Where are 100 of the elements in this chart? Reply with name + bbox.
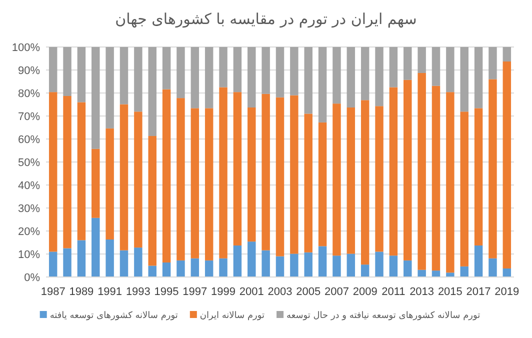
bar xyxy=(120,47,128,104)
y-tick-label: 80% xyxy=(18,88,40,100)
bar xyxy=(219,47,228,88)
bar xyxy=(190,108,200,258)
bar xyxy=(432,270,440,277)
bar xyxy=(304,114,312,252)
bar xyxy=(276,256,284,277)
x-tick-label: 2007 xyxy=(324,286,349,298)
x-tick-label: 2019 xyxy=(494,286,520,298)
bar xyxy=(304,47,312,114)
bar xyxy=(332,47,341,104)
bar xyxy=(418,47,426,73)
y-tick-label: 20% xyxy=(18,226,40,238)
x-tick-label: 2011 xyxy=(382,286,406,298)
bar xyxy=(204,47,214,108)
y-tick-label: 30% xyxy=(18,203,40,215)
bar xyxy=(77,47,86,102)
bar xyxy=(418,72,426,270)
x-tick-label: 2009 xyxy=(352,286,378,298)
x-tick-label: 2005 xyxy=(296,286,321,298)
bar xyxy=(120,250,128,277)
bar xyxy=(290,254,298,277)
bar xyxy=(404,260,412,277)
x-tick-label: 1997 xyxy=(182,286,208,298)
legend-label: تورم سالانه ایران xyxy=(200,311,266,321)
bar xyxy=(502,61,512,268)
bar xyxy=(488,47,497,80)
x-tick-label: 2017 xyxy=(466,286,491,298)
bar xyxy=(290,47,298,96)
bar xyxy=(233,92,242,246)
bar xyxy=(460,47,468,112)
bar xyxy=(148,136,156,266)
bar xyxy=(204,108,214,260)
bar xyxy=(404,80,412,260)
bar xyxy=(474,245,483,277)
bar xyxy=(176,98,185,260)
y-tick-label: 100% xyxy=(12,42,40,54)
bar xyxy=(190,47,200,108)
bar xyxy=(262,250,270,277)
bar xyxy=(375,252,384,277)
bar xyxy=(162,89,171,263)
bar xyxy=(346,107,356,254)
bar xyxy=(148,47,156,136)
bar xyxy=(460,112,468,266)
legend-label: تورم سالانه کشورهای توسعه یافته xyxy=(50,311,178,321)
x-tick-label: 1993 xyxy=(126,286,150,298)
bar xyxy=(290,95,298,254)
bar xyxy=(63,47,72,96)
bar xyxy=(248,107,256,242)
bar xyxy=(92,218,100,277)
bar xyxy=(346,47,356,108)
bar xyxy=(162,47,171,90)
x-tick-label: 2001 xyxy=(239,286,264,298)
bar xyxy=(389,47,398,88)
bar xyxy=(360,264,370,277)
bar xyxy=(502,268,512,277)
bar xyxy=(63,248,72,277)
bar xyxy=(48,92,58,252)
bar xyxy=(262,94,270,250)
bar xyxy=(176,260,185,277)
bar xyxy=(92,148,100,218)
bar xyxy=(106,240,114,277)
bar xyxy=(488,79,497,258)
bar xyxy=(233,245,242,277)
bar xyxy=(432,86,440,271)
bar xyxy=(446,47,454,92)
bar xyxy=(276,97,284,256)
chart-title: سهم ایران در تورم در مقایسه با کشورهای جهان xyxy=(115,10,417,28)
bar xyxy=(48,252,58,277)
bar xyxy=(375,47,384,106)
bar xyxy=(190,258,200,277)
x-tick-label: 1987 xyxy=(40,286,66,298)
bar xyxy=(332,104,341,256)
x-tick-label: 1991 xyxy=(98,286,122,298)
bar xyxy=(318,47,327,122)
bar xyxy=(262,47,270,94)
bar xyxy=(488,258,497,277)
bar xyxy=(304,252,312,277)
y-tick-label: 40% xyxy=(18,180,40,192)
y-tick-label: 50% xyxy=(18,157,40,169)
bar xyxy=(120,104,128,250)
bar xyxy=(219,87,228,258)
bar xyxy=(162,262,171,277)
y-tick-label: 0% xyxy=(24,272,40,284)
bar xyxy=(360,100,370,265)
legend-label: تورم سالانه کشورهای توسعه نیافته و در حال توسعه xyxy=(286,311,481,321)
bar xyxy=(318,246,327,277)
bar xyxy=(106,47,114,128)
bar xyxy=(106,128,114,240)
bar xyxy=(446,272,454,277)
bar xyxy=(474,47,483,108)
x-tick-label: 1995 xyxy=(154,286,179,298)
x-tick-label: 2015 xyxy=(438,286,462,298)
bar xyxy=(48,47,58,92)
y-tick-label: 10% xyxy=(18,249,40,261)
bar xyxy=(460,266,468,277)
bar xyxy=(204,260,214,277)
x-tick-label: 1999 xyxy=(211,286,236,298)
bar xyxy=(176,47,185,98)
bar xyxy=(432,47,440,86)
